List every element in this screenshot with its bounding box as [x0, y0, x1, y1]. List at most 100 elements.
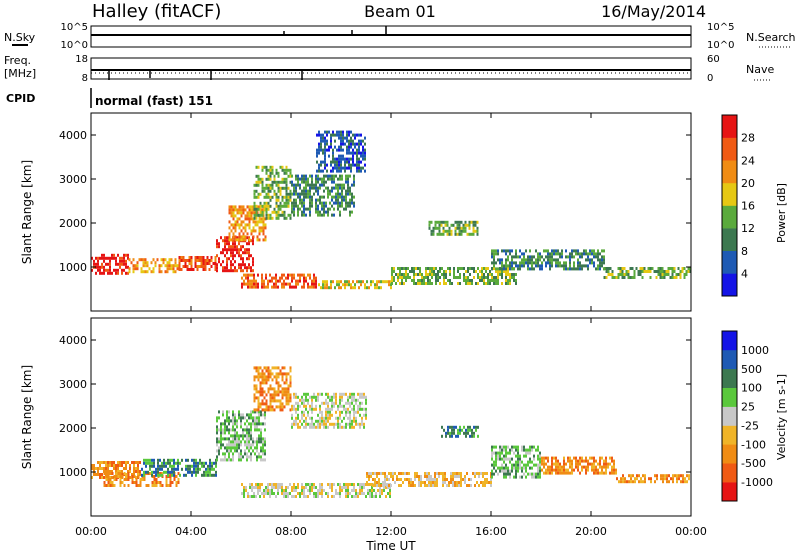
velocity-cell: [257, 402, 260, 406]
velocity-cell: [259, 384, 262, 388]
velocity-cell: [255, 390, 258, 394]
velocity-cell: [444, 478, 446, 481]
velocity-cell: [230, 428, 232, 432]
velocity-cell: [244, 440, 246, 444]
velocity-cell: [259, 483, 261, 486]
power-cell: [591, 249, 593, 253]
power-cell: [190, 268, 193, 271]
velocity-cell: [482, 475, 484, 478]
velocity-cell: [430, 478, 432, 481]
date-title: 16/May/2014: [601, 2, 706, 21]
power-cell: [134, 267, 137, 271]
velocity-cell: [107, 461, 109, 464]
power-cell: [103, 256, 105, 260]
velocity-cell: [137, 470, 139, 473]
power-cell: [152, 258, 155, 262]
power-cell: [605, 276, 608, 279]
velocity-cell: [521, 469, 523, 473]
power-cell: [275, 171, 278, 175]
power-cell: [535, 258, 537, 262]
power-cell: [162, 261, 165, 265]
velocity-cell: [513, 466, 515, 470]
velocity-cell: [311, 395, 313, 399]
velocity-cell: [321, 410, 323, 414]
power-cell: [273, 282, 275, 286]
velocity-cell: [337, 425, 339, 429]
velocity-cell: [201, 473, 203, 477]
power-cell: [97, 268, 99, 272]
velocity-cell: [349, 416, 351, 420]
velocity-cell: [493, 451, 495, 455]
velocity-cell: [503, 466, 505, 470]
power-cell: [601, 258, 603, 262]
power-cell: [493, 258, 495, 262]
velocity-cell: [445, 431, 447, 435]
velocity-cell: [624, 477, 626, 481]
velocity-cell: [660, 477, 662, 481]
power-cell: [228, 211, 231, 215]
velocity-cell: [384, 481, 386, 484]
power-cell: [313, 186, 315, 190]
velocity-cell: [363, 422, 365, 426]
power-cell: [328, 130, 330, 134]
velocity-cell: [451, 431, 453, 435]
power-cell: [667, 273, 670, 276]
power-cell: [325, 186, 327, 190]
velocity-cell: [424, 481, 426, 484]
power-cell: [210, 265, 213, 268]
velocity-cell: [271, 399, 274, 403]
power-cell: [391, 282, 393, 285]
power-cell: [244, 226, 247, 230]
power-cell: [271, 276, 273, 280]
power-cell: [267, 192, 270, 196]
power-cell: [303, 198, 305, 202]
velocity-cell: [339, 395, 341, 399]
velocity-cell: [244, 452, 246, 456]
velocity-cell: [228, 449, 230, 453]
velocity-cell: [281, 390, 284, 394]
power-cell: [509, 276, 511, 279]
velocity-cell: [275, 399, 278, 403]
power-cell: [101, 262, 103, 266]
velocity-cell: [386, 484, 388, 487]
power-cell: [350, 151, 352, 155]
velocity-cell: [599, 459, 601, 463]
power-cell: [200, 262, 203, 265]
velocity-cell: [389, 489, 391, 492]
power-cell: [509, 279, 511, 282]
power-cell: [353, 204, 355, 208]
velocity-cell: [470, 484, 472, 487]
velocity-cell: [327, 413, 329, 417]
power-cell: [323, 174, 325, 178]
power-cell: [216, 269, 218, 273]
velocity-region: [291, 392, 367, 429]
velocity-cell: [527, 472, 529, 476]
velocity-cell: [173, 458, 175, 462]
power-cell: [261, 186, 264, 190]
power-cell: [329, 177, 331, 181]
power-cell: [115, 256, 117, 260]
velocity-cell: [139, 484, 142, 487]
power-cell: [297, 174, 299, 178]
power-cell: [579, 255, 581, 259]
power-cell: [539, 264, 541, 268]
power-cell: [344, 283, 346, 287]
power-cell: [329, 192, 331, 196]
power-cell: [583, 249, 585, 253]
velocity-cell: [135, 484, 138, 487]
velocity-cell: [207, 467, 209, 471]
velocity-cell: [430, 481, 432, 484]
velocity-cell: [246, 440, 248, 444]
power-cell: [597, 258, 599, 262]
velocity-cell: [252, 437, 254, 441]
velocity-cell: [444, 472, 446, 475]
velocity-cell: [369, 495, 371, 498]
power-cell: [334, 139, 336, 143]
power-cell: [289, 273, 291, 277]
power-cell: [125, 262, 127, 266]
power-cell: [511, 267, 513, 271]
power-cell: [330, 169, 332, 173]
power-cell: [206, 256, 209, 259]
power-cell: [324, 157, 326, 161]
power-cell: [249, 279, 251, 283]
